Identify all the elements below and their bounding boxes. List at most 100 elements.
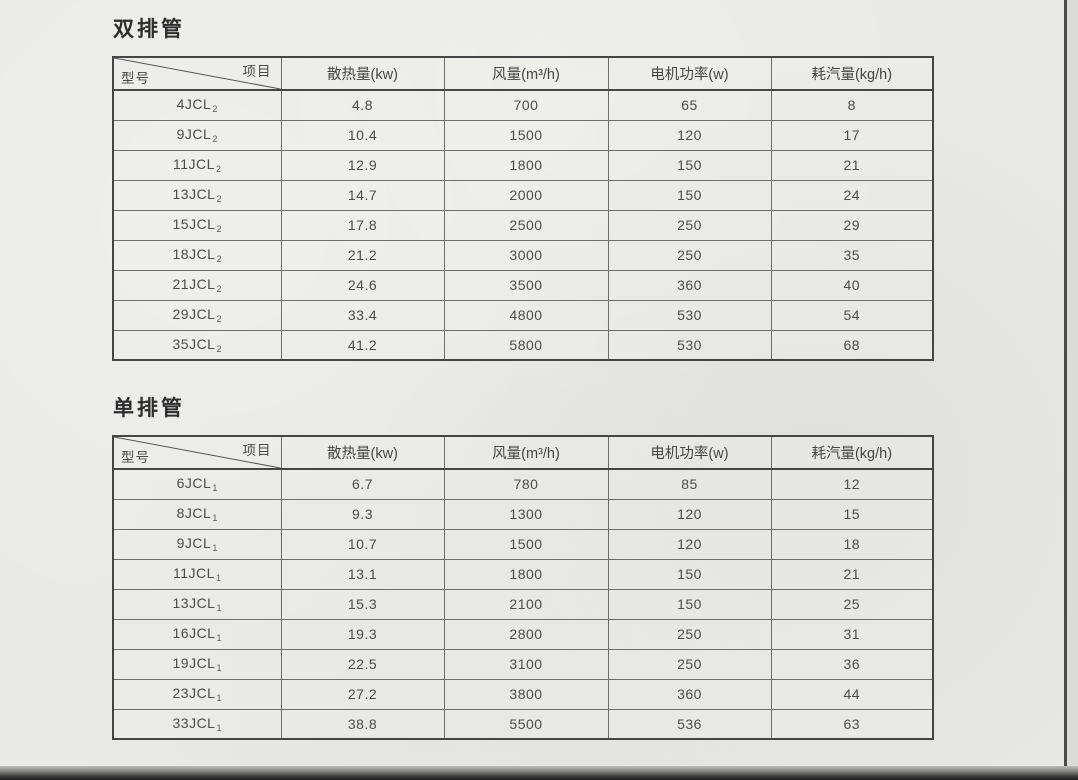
steam-cell: 21 [770, 149, 934, 181]
table-row: 29JCL2 33.4 4800 530 54 [112, 299, 934, 331]
model-subscript: 1 [216, 603, 222, 613]
heat-cell: 24.6 [280, 269, 445, 301]
steam-cell: 25 [770, 588, 934, 620]
table-row: 23JCL1 27.2 3800 360 44 [112, 678, 934, 710]
column-header-power: 电机功率(w) [607, 435, 772, 470]
model-subscript: 2 [215, 164, 222, 174]
steam-cell: 29 [770, 209, 934, 241]
model-cell: 4JCL2 [112, 89, 282, 121]
model-subscript: 2 [216, 284, 222, 294]
air-cell: 1800 [443, 558, 609, 590]
heat-cell: 19.3 [280, 618, 445, 650]
table-row: 13JCL2 14.7 2000 150 24 [112, 179, 934, 211]
model-subscript: 1 [216, 693, 222, 703]
air-cell: 700 [443, 89, 609, 121]
column-header-heat: 散热量(kw) [280, 435, 445, 470]
power-cell: 85 [607, 468, 772, 500]
steam-cell: 12 [770, 468, 934, 500]
air-cell: 1500 [443, 528, 609, 560]
heat-cell: 38.8 [280, 708, 445, 740]
power-cell: 530 [607, 329, 772, 361]
power-cell: 536 [607, 708, 772, 740]
heat-cell: 10.4 [280, 119, 445, 151]
heat-cell: 12.9 [280, 149, 445, 181]
air-cell: 1300 [443, 498, 609, 530]
table-row: 19JCL1 22.5 3100 250 36 [112, 648, 934, 680]
model-subscript: 2 [216, 314, 222, 324]
model-cell: 29JCL2 [112, 299, 282, 331]
air-cell: 5800 [443, 329, 609, 361]
steam-cell: 36 [770, 648, 934, 680]
heat-cell: 4.8 [280, 89, 445, 121]
air-cell: 2000 [443, 179, 609, 211]
header-model-label: 型号 [121, 71, 150, 86]
air-cell: 1500 [443, 119, 609, 151]
heat-cell: 22.5 [280, 648, 445, 680]
table-row: 8JCL1 9.3 1300 120 15 [112, 498, 934, 530]
air-cell: 2100 [443, 588, 609, 620]
model-cell: 23JCL1 [112, 678, 282, 710]
heat-cell: 6.7 [280, 468, 445, 500]
power-cell: 250 [607, 209, 772, 241]
diagonal-divider-line [114, 437, 281, 468]
steam-cell: 35 [770, 239, 934, 271]
model-cell: 35JCL2 [112, 329, 282, 361]
model-cell: 13JCL1 [112, 588, 282, 620]
steam-cell: 18 [770, 528, 934, 560]
model-label: 19JCL [172, 655, 216, 671]
spec-table-double-row: 项目 型号 散热量(kw) 风量(m³/h) 电机功率(w) 耗汽量(kg/h)… [112, 56, 934, 361]
table-row: 9JCL2 10.4 1500 120 17 [112, 119, 934, 151]
model-cell: 33JCL1 [112, 708, 282, 740]
diagonal-divider-line [114, 58, 281, 89]
model-subscript: 1 [216, 722, 222, 733]
steam-cell: 24 [770, 179, 934, 211]
model-subscript: 2 [216, 194, 222, 204]
model-cell: 11JCL2 [112, 149, 282, 181]
model-subscript: 1 [215, 573, 222, 583]
page-scan-edge-bottom [0, 766, 1078, 780]
model-label: 23JCL [172, 685, 216, 701]
table-row: 6JCL1 6.7 780 85 12 [112, 468, 934, 500]
power-cell: 120 [607, 498, 772, 530]
model-cell: 21JCL2 [112, 269, 282, 301]
model-cell: 6JCL1 [112, 468, 282, 500]
heat-cell: 21.2 [280, 239, 445, 271]
heat-cell: 27.2 [280, 678, 445, 710]
column-header-heat: 散热量(kw) [280, 56, 445, 91]
air-cell: 3000 [443, 239, 609, 271]
model-label: 9JCL [176, 126, 212, 142]
model-label: 4JCL [176, 96, 212, 113]
model-cell: 11JCL1 [112, 558, 282, 590]
column-header-steam: 耗汽量(kg/h) [770, 435, 934, 470]
model-label: 35JCL [172, 335, 216, 352]
heat-cell: 14.7 [280, 179, 445, 211]
model-cell: 8JCL1 [112, 498, 282, 530]
page-scan-edge-line [1064, 0, 1067, 768]
steam-cell: 15 [770, 498, 934, 530]
power-cell: 150 [607, 149, 772, 181]
air-cell: 4800 [443, 299, 609, 331]
model-cell: 13JCL2 [112, 179, 282, 211]
column-header-air: 风量(m³/h) [443, 435, 609, 470]
model-label: 6JCL [176, 475, 212, 492]
table-row: 15JCL2 17.8 2500 250 29 [112, 209, 934, 241]
model-label: 11JCL [173, 565, 215, 581]
power-cell: 250 [607, 648, 772, 680]
steam-cell: 54 [770, 299, 934, 331]
column-header-steam: 耗汽量(kg/h) [770, 56, 934, 91]
steam-cell: 44 [770, 678, 934, 710]
column-header-air: 风量(m³/h) [443, 56, 609, 91]
heat-cell: 41.2 [280, 329, 445, 361]
model-label: 33JCL [172, 714, 216, 731]
table-row: 4JCL2 4.8 700 65 8 [112, 89, 934, 121]
steam-cell: 8 [770, 89, 934, 121]
model-label: 13JCL [172, 595, 216, 611]
model-label: 29JCL [172, 306, 216, 322]
heat-cell: 17.8 [280, 209, 445, 241]
air-cell: 2500 [443, 209, 609, 241]
model-cell: 9JCL1 [112, 528, 282, 560]
table-row: 35JCL2 41.2 5800 530 68 [112, 329, 934, 361]
table-row: 16JCL1 19.3 2800 250 31 [112, 618, 934, 650]
model-label: 9JCL [176, 535, 212, 551]
air-cell: 2800 [443, 618, 609, 650]
